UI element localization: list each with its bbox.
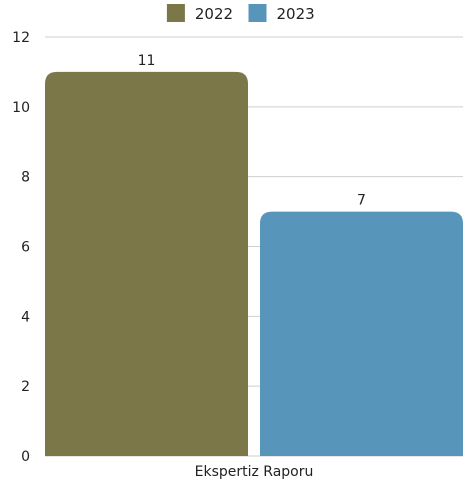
legend-label-2023: 2023 [277, 5, 315, 23]
x-tick-label: Ekspertiz Raporu [195, 464, 314, 480]
y-tick-label-6: 6 [21, 240, 30, 256]
y-tick-label-8: 8 [21, 170, 30, 186]
y-tick-label-2: 2 [21, 379, 30, 395]
legend-swatch-2022 [166, 4, 185, 22]
legend-swatch-2023 [248, 4, 267, 22]
data-label-2023: 7 [357, 193, 366, 209]
y-tick-label-4: 4 [21, 309, 30, 325]
bar-2022 [45, 71, 248, 457]
y-tick-label-0: 0 [21, 449, 30, 465]
legend-label-2022: 2022 [195, 5, 233, 23]
data-labels: 11 7 [138, 53, 366, 209]
y-tick-label-10: 10 [12, 100, 30, 116]
data-label-2022: 11 [138, 53, 156, 69]
y-axis: 0 2 4 6 8 10 12 [12, 30, 30, 465]
y-tick-label-12: 12 [12, 30, 30, 46]
x-axis: Ekspertiz Raporu [195, 464, 314, 480]
bars [45, 71, 463, 457]
bar-2023 [260, 211, 463, 456]
legend: 2022 2023 [166, 4, 315, 23]
